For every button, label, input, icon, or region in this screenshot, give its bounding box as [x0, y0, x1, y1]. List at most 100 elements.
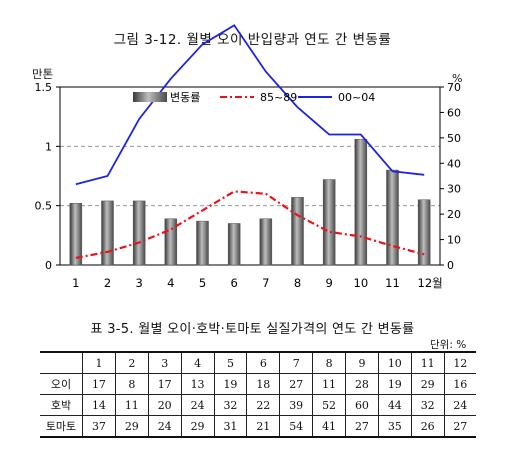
x-axis-tick-label: 1 — [72, 276, 79, 290]
table-cell: 18 — [246, 373, 281, 395]
table-cell: 27 — [279, 373, 314, 395]
table-cell: 19 — [213, 373, 248, 395]
table-cell: 21 — [246, 415, 281, 438]
table-column-header: 4 — [180, 351, 215, 374]
table-unit: 단위: % — [430, 339, 467, 351]
right-axis-unit: % — [452, 72, 463, 85]
x-axis-tick-label: 9 — [326, 276, 333, 290]
right-axis-tick-label: 70 — [447, 81, 461, 94]
table-cell: 44 — [377, 394, 412, 416]
table-cell: 27 — [345, 415, 379, 438]
right-axis-tick-label: 10 — [447, 234, 461, 247]
table-cell: 31 — [213, 415, 248, 438]
bar — [101, 200, 114, 266]
table-cell: 11 — [114, 394, 149, 416]
x-axis-tick-label: 8 — [294, 276, 301, 290]
table-cell: 32 — [410, 394, 445, 416]
right-axis-tick-label: 60 — [447, 106, 461, 119]
table-column-header: 5 — [213, 351, 248, 374]
table-cell: 27 — [443, 415, 476, 438]
table-column-header: 10 — [377, 351, 412, 374]
table-cell: 32 — [213, 394, 248, 416]
bar — [227, 223, 241, 266]
table-cell: 17 — [147, 373, 182, 395]
table-row: 오이 17 8 17 13 19 18 27 11 28 19 29 16 — [40, 373, 476, 395]
x-axis-tick-label: 2 — [104, 276, 111, 290]
table-cell: 17 — [82, 373, 116, 395]
x-axis-tick-label: 11 — [385, 276, 400, 290]
table-cell: 20 — [147, 394, 182, 416]
price-change-table: 1 2 3 4 5 6 7 8 9 10 11 12 오이 17 8 17 13 19 18 27 11 28 19 29 16… — [40, 351, 476, 438]
x-axis-tick-label: 3 — [136, 276, 143, 290]
figure-title: 그림 3-12. 월별 오이 반입량과 연도 간 변동률 — [113, 32, 392, 48]
table-cell: 28 — [345, 373, 379, 395]
table-row-label: 토마토 — [40, 415, 83, 438]
left-axis-tick-label: 1 — [45, 140, 52, 153]
table-cell: 22 — [246, 394, 281, 416]
monthly-chart: 0 0.5 1 1.5 0 10 20 30 40 50 60 70 1 2 3 4 5 6 7 8 9 10 11 12월 변… — [35, 24, 461, 290]
table-column-header: 6 — [246, 351, 281, 374]
bar — [291, 197, 304, 266]
table-cell: 29 — [114, 415, 149, 438]
bar — [259, 218, 273, 266]
bar — [417, 199, 431, 266]
legend-label: 00~04 — [338, 91, 375, 104]
table-header-row: 1 2 3 4 5 6 7 8 9 10 11 12 — [40, 351, 476, 374]
table-cell: 35 — [377, 415, 412, 438]
table-row-label: 오이 — [40, 373, 83, 395]
left-axis-tick-label: 0.5 — [35, 200, 53, 213]
x-axis-tick-label: 5 — [199, 276, 206, 290]
table-cell: 29 — [180, 415, 215, 438]
table-cell: 60 — [345, 394, 379, 416]
series-line-0004 — [75, 24, 425, 186]
bar — [132, 200, 146, 266]
right-axis-tick-label: 40 — [447, 157, 461, 170]
right-axis-tick-label: 30 — [447, 183, 461, 196]
table-cell: 13 — [180, 373, 215, 395]
table-column-header: 12 — [443, 351, 476, 374]
table-cell: 24 — [180, 394, 215, 416]
legend-label: 변동률 — [170, 91, 200, 104]
x-axis-tick-label: 4 — [167, 276, 174, 290]
table-cell: 24 — [147, 415, 182, 438]
right-axis-tick-label: 20 — [447, 208, 461, 221]
left-axis-tick-label: 1.5 — [35, 81, 53, 94]
table-cell: 24 — [443, 394, 476, 416]
table-column-header: 7 — [279, 351, 314, 374]
x-axis-tick-label: 6 — [231, 276, 238, 290]
bar — [69, 203, 83, 266]
table-column-header: 11 — [410, 351, 445, 374]
table-cell: 39 — [279, 394, 314, 416]
table-cell: 29 — [410, 373, 445, 395]
right-axis-tick-label: 0 — [447, 259, 454, 272]
table-cell: 41 — [312, 415, 346, 438]
plot-frame — [59, 86, 441, 266]
table-cell: 8 — [114, 373, 149, 395]
x-axis-tick-label: 10 — [354, 276, 369, 290]
table-column-header: 2 — [114, 351, 149, 374]
legend-swatch-bar — [133, 92, 167, 102]
table-cell: 37 — [82, 415, 116, 438]
bar — [196, 220, 209, 266]
table-row: 호박 14 11 20 24 32 22 39 52 60 44 32 24 — [40, 394, 476, 416]
table-cell: 52 — [312, 394, 346, 416]
legend-label: 85~89 — [260, 91, 297, 104]
table-column-header: 8 — [312, 351, 346, 374]
bar — [386, 169, 399, 266]
table-cell: 54 — [279, 415, 314, 438]
x-axis-tick-label: 7 — [262, 276, 269, 290]
table-column-header: 9 — [345, 351, 379, 374]
table-column-header: 3 — [147, 351, 182, 374]
left-axis-unit: 만톤 — [32, 67, 54, 81]
table-column-header: 1 — [82, 351, 116, 374]
right-axis-tick-label: 50 — [447, 132, 461, 145]
x-axis-tick-label: 12월 — [418, 276, 443, 290]
table-row-label: 호박 — [40, 394, 83, 416]
table-cell: 26 — [410, 415, 445, 438]
bar — [354, 138, 368, 266]
table-row: 토마토 37 29 24 29 31 21 54 41 27 35 26 27 — [40, 415, 476, 438]
table-title: 표 3-5. 월별 오이·호박·토마토 실질가격의 연도 간 변동률 — [90, 322, 415, 337]
table-cell: 11 — [312, 373, 346, 395]
table-cell: 14 — [82, 394, 116, 416]
table-corner-cell — [40, 351, 83, 374]
